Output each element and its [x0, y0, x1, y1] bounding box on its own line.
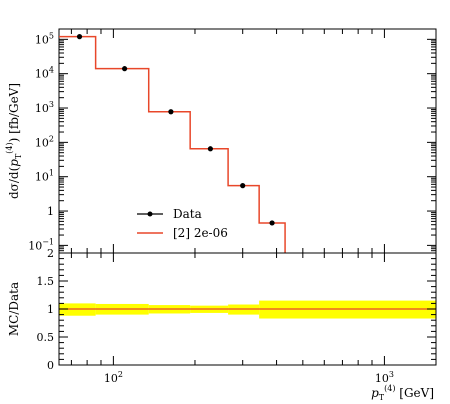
ratio-y-tick-label: 1 — [47, 303, 54, 316]
ratio-y-tick-label: 2 — [47, 247, 54, 260]
ratio-x-tick-label: 102 — [104, 370, 123, 385]
main-y-axis-title: dσ/d(pT(4)) [fb/GeV] — [5, 83, 23, 199]
ratio-y-tick-label: 0.5 — [37, 331, 55, 344]
main-y-tick-label: 103 — [35, 100, 54, 115]
main-y-axis-ticks: 10−1 1 101 102 103 104 105 — [28, 28, 436, 254]
data-point — [76, 34, 83, 40]
ratio-plot-panel: 0 0.5 1 1.5 2 102 103 MC/Data pT(4) [GeV] — [7, 247, 437, 402]
ratio-y-axis-ticks: 0 0.5 1 1.5 2 — [37, 247, 436, 372]
main-y-tick-label: 1 — [47, 205, 54, 218]
ratio-x-axis-ticks: 102 103 — [70, 253, 394, 385]
main-y-tick-label: 10−1 — [28, 237, 54, 252]
data-point — [122, 66, 128, 72]
main-y-tick-label: 104 — [35, 66, 54, 81]
legend-data-label: Data — [173, 207, 202, 221]
ratio-x-tick-label: 103 — [375, 370, 394, 385]
main-x-axis-ticks — [70, 29, 385, 253]
ratio-x-axis-title: pT(4) [GeV] — [371, 384, 434, 402]
mc-histogram — [59, 35, 286, 253]
data-point — [207, 146, 213, 152]
main-y-tick-label: 105 — [35, 31, 54, 46]
mc-histogram-line — [59, 35, 286, 253]
data-point — [168, 109, 174, 115]
data-points — [76, 34, 275, 226]
data-point — [240, 183, 246, 189]
main-plot-frame — [58, 28, 437, 254]
main-y-tick-label: 101 — [35, 169, 54, 184]
legend-data-marker — [147, 211, 153, 217]
ratio-y-axis-title: MC/Data — [7, 282, 21, 336]
data-point — [269, 220, 275, 226]
ratio-y-tick-label: 0 — [47, 359, 54, 372]
main-y-tick-label: 102 — [35, 134, 54, 149]
legend-mc-label: [2] 2e-06 — [173, 226, 228, 240]
ratio-y-tick-label: 1.5 — [37, 275, 55, 288]
legend: Data [2] 2e-06 — [137, 207, 228, 240]
main-plot-panel: 10−1 1 101 102 103 104 105 dσ/d(pT(4)) [fb/GeV… — [5, 28, 437, 254]
